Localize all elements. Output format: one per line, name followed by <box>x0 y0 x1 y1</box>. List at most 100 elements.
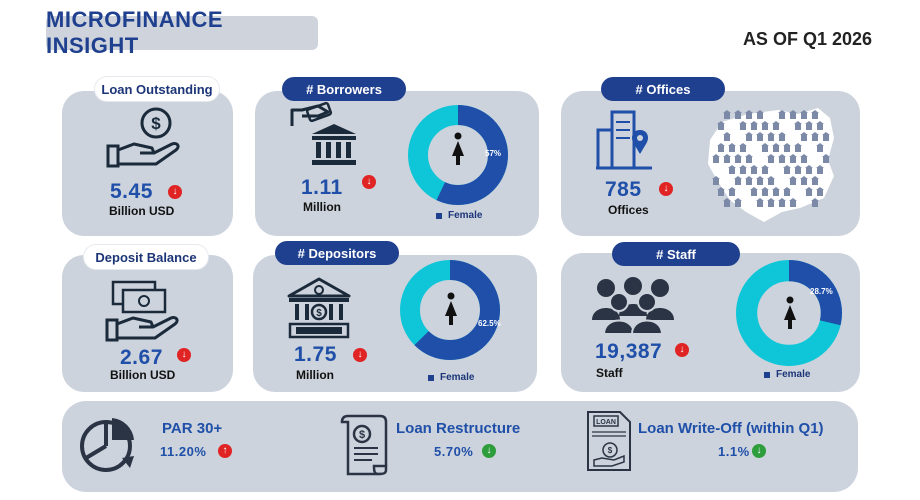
office-marker-icon <box>794 121 802 130</box>
trend-up-icon: ↑ <box>218 444 232 458</box>
female-icon <box>452 132 464 165</box>
legend-swatch <box>428 374 434 381</box>
legend-swatch <box>764 371 770 378</box>
office-marker-icon <box>800 132 808 141</box>
office-marker-icon <box>783 143 791 152</box>
depositors-female-pct: 62.5% <box>478 319 501 328</box>
office-marker-icon <box>789 198 797 207</box>
offices-label: # Offices <box>601 77 725 101</box>
office-marker-icon <box>800 176 808 185</box>
office-marker-icon <box>745 110 753 119</box>
par-label: PAR 30+ <box>162 420 223 437</box>
office-marker-icon <box>767 154 775 163</box>
staff-donut-chart <box>736 260 842 366</box>
depositors-value: 1.75 <box>294 343 337 366</box>
office-marker-icon <box>811 132 819 141</box>
svg-text:$: $ <box>608 446 613 455</box>
office-marker-icon <box>723 198 731 207</box>
legend-female-label: Female <box>776 369 811 380</box>
legend-female-label: Female <box>448 210 483 221</box>
trend-down-icon: ↓ <box>177 348 191 362</box>
borrowers-donut-chart <box>408 105 508 205</box>
office-marker-icon <box>778 198 786 207</box>
trend-down-icon: ↓ <box>752 444 766 458</box>
office-marker-icon <box>816 165 824 174</box>
trend-down-icon: ↓ <box>353 348 367 362</box>
office-marker-icon <box>805 187 813 196</box>
office-marker-icon <box>794 143 802 152</box>
loan-outstanding-value: 5.45 <box>110 180 153 203</box>
as-of-date: AS OF Q1 2026 <box>742 29 872 49</box>
office-marker-icon <box>816 143 824 152</box>
office-marker-icon <box>712 176 720 185</box>
legend-swatch <box>436 212 442 219</box>
female-icon <box>445 292 457 325</box>
office-marker-icon <box>789 110 797 119</box>
borrowers-legend: Female <box>436 210 482 221</box>
depositors-legend: Female <box>428 372 474 383</box>
svg-text:$: $ <box>316 308 322 319</box>
risk-indicators-banner <box>62 401 858 492</box>
office-marker-icon <box>712 154 720 163</box>
people-group-icon <box>592 277 674 335</box>
depositors-unit: Million <box>296 368 334 382</box>
legend-female-label: Female <box>440 372 475 383</box>
trend-down-icon: ↓ <box>168 185 182 199</box>
office-marker-icon <box>805 121 813 130</box>
money-hand-icon: $ <box>106 107 180 168</box>
pie-chart-icon <box>80 418 134 472</box>
office-marker-icon <box>761 121 769 130</box>
trend-down-icon: ↓ <box>675 343 689 357</box>
borrowers-value: 1.11 <box>301 176 343 199</box>
office-marker-icon <box>816 121 824 130</box>
borrowers-female-pct: 57% <box>485 149 502 158</box>
office-marker-icon <box>772 187 780 196</box>
office-marker-icon <box>816 187 824 196</box>
office-marker-icon <box>734 198 742 207</box>
office-marker-icon <box>745 154 753 163</box>
office-marker-icon <box>761 165 769 174</box>
loan-write-off-label: Loan Write-Off (within Q1) <box>638 420 824 437</box>
deposit-balance-value: 2.67 <box>120 346 163 369</box>
offices-unit: Offices <box>608 203 649 217</box>
office-marker-icon <box>717 143 725 152</box>
office-marker-icon <box>717 121 725 130</box>
office-marker-icon <box>772 143 780 152</box>
office-marker-icon <box>723 154 731 163</box>
staff-label: # Staff <box>612 242 740 266</box>
svg-text:$: $ <box>359 429 365 441</box>
trend-down-icon: ↓ <box>659 182 673 196</box>
office-marker-icon <box>800 110 808 119</box>
office-marker-icon <box>750 121 758 130</box>
loan-restructure-label: Loan Restructure <box>396 420 521 437</box>
bank-icon: $ <box>287 277 351 339</box>
loan-outstanding-unit: Billion USD <box>109 204 175 218</box>
office-marker-icon <box>756 132 764 141</box>
office-marker-icon <box>728 187 736 196</box>
invoice-icon: $ <box>340 414 388 476</box>
cash-hand-icon <box>105 280 179 342</box>
office-marker-icon <box>778 154 786 163</box>
office-marker-icon <box>822 154 830 163</box>
staff-value: 19,387 <box>595 340 663 363</box>
bank-hand-icon <box>290 101 356 165</box>
office-marker-icon <box>739 143 747 152</box>
office-marker-icon <box>756 198 764 207</box>
office-marker-icon <box>778 110 786 119</box>
loan-outstanding-label: Loan Outstanding <box>95 77 219 101</box>
office-marker-icon <box>756 110 764 119</box>
office-marker-icon <box>805 165 813 174</box>
office-marker-icon <box>739 121 747 130</box>
country-office-map <box>708 108 834 222</box>
borrowers-label: # Borrowers <box>282 77 406 101</box>
office-marker-icon <box>728 143 736 152</box>
office-marker-icon <box>734 154 742 163</box>
office-marker-icon <box>750 165 758 174</box>
par-value: 11.20% <box>160 444 207 459</box>
donut-female-segment <box>736 260 842 366</box>
staff-female-pct: 28.7% <box>810 287 833 296</box>
office-marker-icon <box>761 187 769 196</box>
office-marker-icon <box>761 143 769 152</box>
office-marker-icon <box>783 187 791 196</box>
trend-down-icon: ↓ <box>482 444 496 458</box>
